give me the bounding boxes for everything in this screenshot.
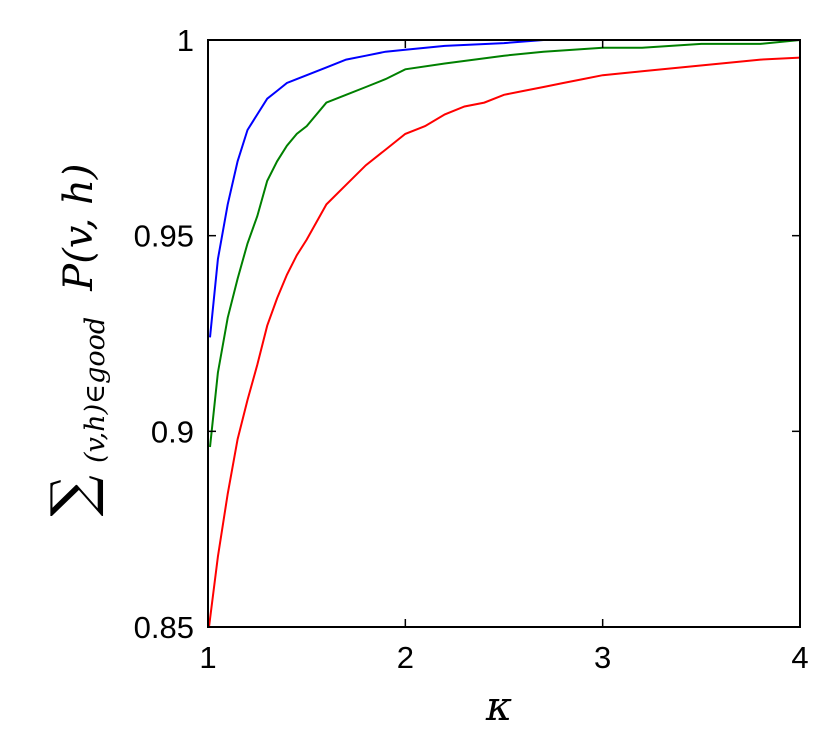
plot-frame: [207, 39, 801, 628]
x-tick-label: 4: [791, 640, 808, 675]
svg-text:∑ (v,h)∈good P(v,: ∑ (v,h)∈good P(v, h): [38, 164, 113, 517]
x-tick-label: 2: [397, 640, 414, 675]
y-tick-label: 0.9: [151, 414, 194, 449]
series-line-3: [208, 56, 801, 628]
y-axis-label-subscript: (v,h)∈good: [80, 317, 111, 463]
x-axis-label: κ: [485, 684, 512, 730]
tick-layer: 1 2 3 4 0.85 0.9 0.95 1: [134, 23, 809, 675]
y-axis-label-expression: P(v, h): [56, 164, 102, 292]
x-tick-label: 1: [199, 640, 216, 675]
y-axis-label-sum: ∑: [38, 475, 106, 516]
series-line-1: [209, 39, 800, 338]
y-tick-label: 1: [177, 23, 194, 58]
y-axis-label: ∑ (v,h)∈good P(v, h): [38, 164, 113, 517]
series-layer: [208, 39, 801, 628]
x-tick-label: 3: [594, 640, 611, 675]
y-tick-label: 0.85: [134, 610, 194, 645]
y-tick-label: 0.95: [134, 219, 194, 254]
series-line-2: [209, 39, 801, 448]
